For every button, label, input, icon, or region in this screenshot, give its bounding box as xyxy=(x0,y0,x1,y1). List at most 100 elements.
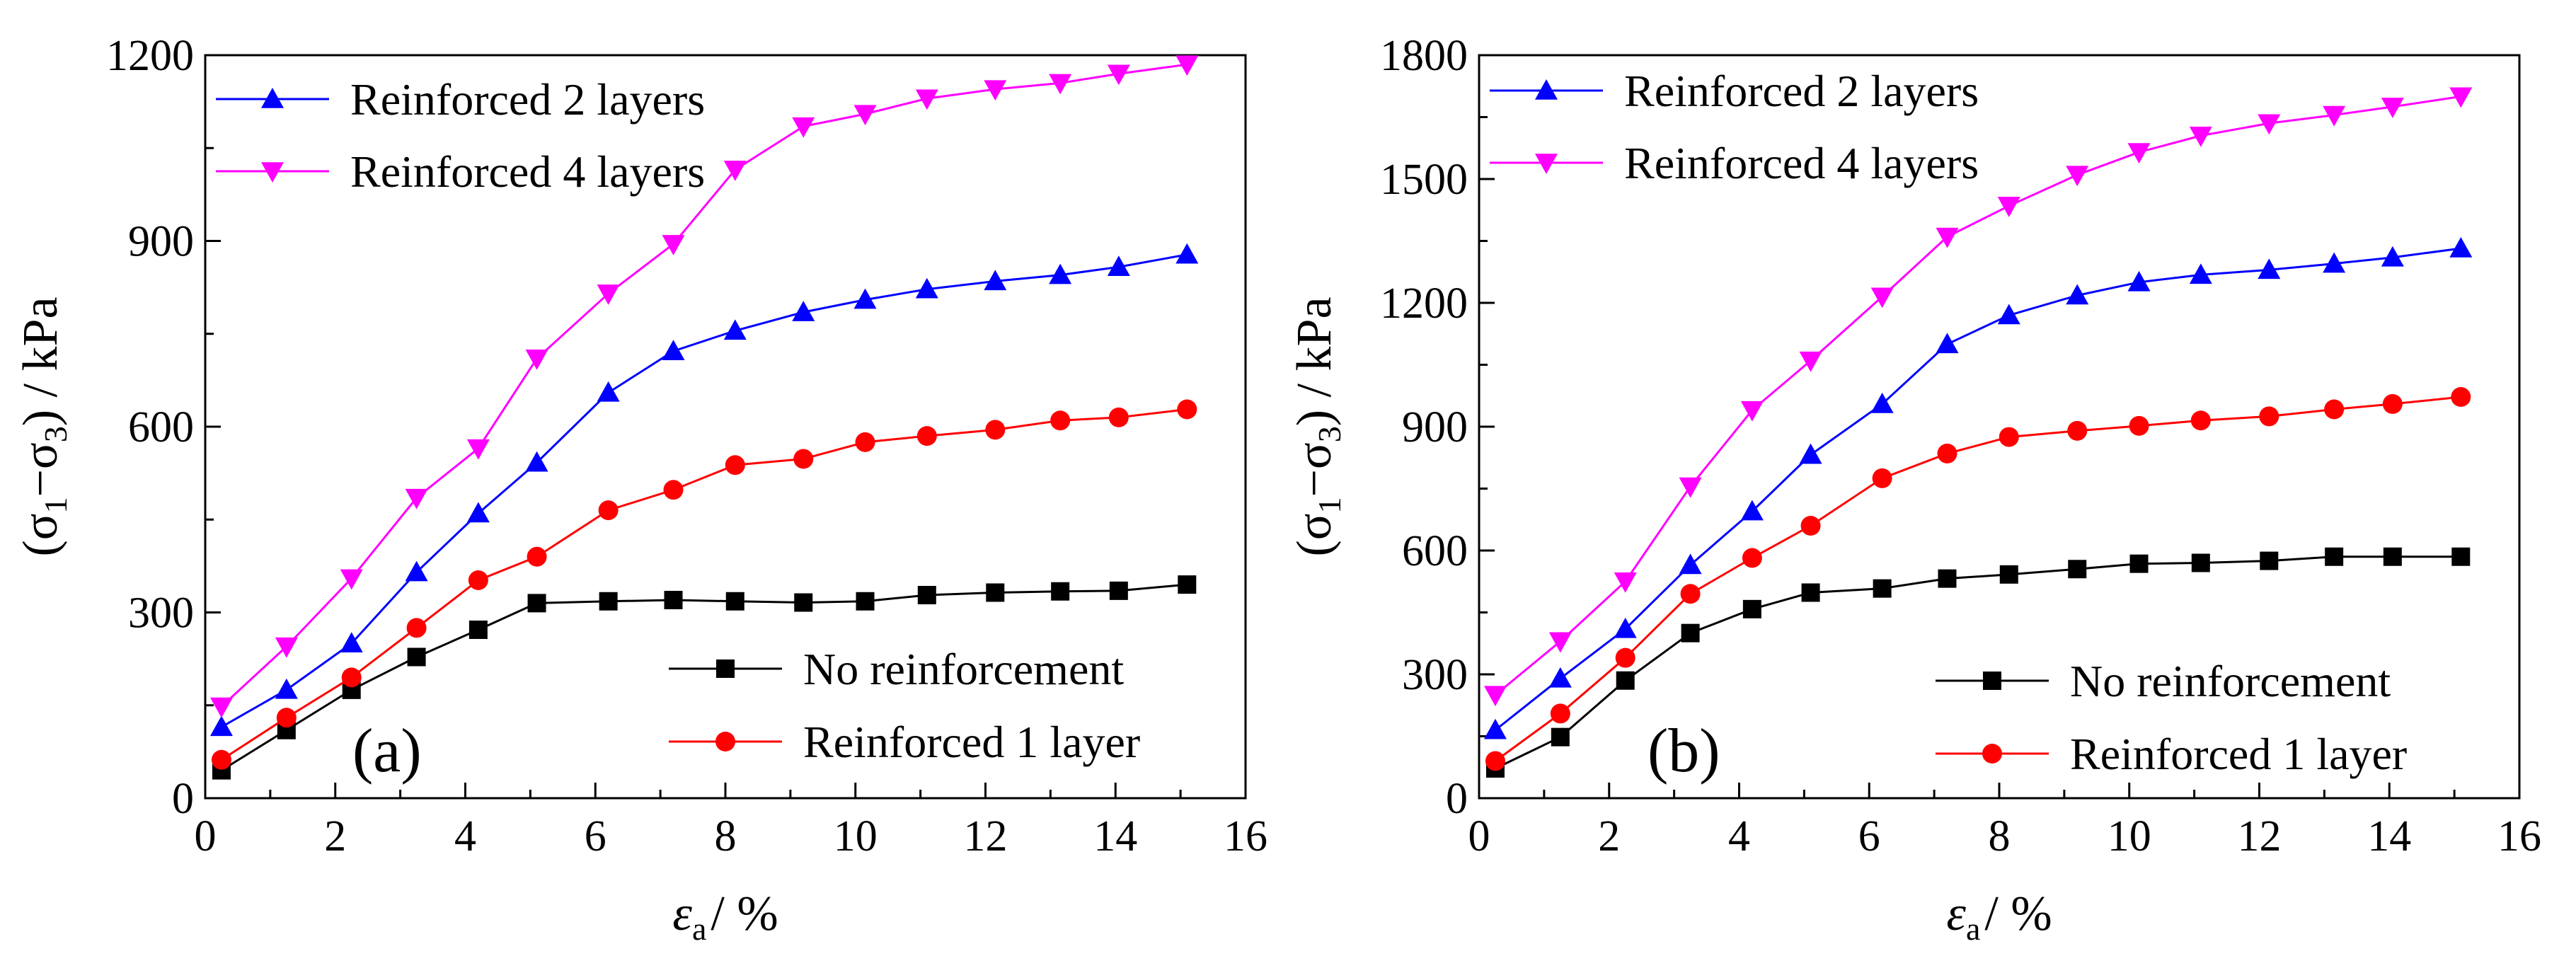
data-point xyxy=(340,632,363,653)
data-point xyxy=(466,502,490,523)
data-point xyxy=(407,647,426,667)
data-point xyxy=(599,592,618,611)
x-tick-label: 14 xyxy=(2367,812,2411,860)
series-reinforced-1-layer xyxy=(1485,387,2471,771)
x-tick-label: 16 xyxy=(2497,812,2541,860)
data-point xyxy=(2451,387,2471,407)
panel-label: (a) xyxy=(352,717,422,785)
legend-label: No reinforcement xyxy=(803,644,1124,694)
data-point xyxy=(2381,98,2404,118)
legend-label: Reinforced 4 layers xyxy=(350,146,705,197)
data-point xyxy=(1997,304,2020,325)
data-point xyxy=(275,637,298,658)
x-tick-label: 0 xyxy=(195,812,217,860)
data-point xyxy=(1107,255,1130,277)
data-point xyxy=(792,117,815,138)
data-point xyxy=(1177,399,1197,420)
data-point xyxy=(1740,500,1764,521)
data-point xyxy=(2258,114,2281,135)
y-tick-label: 300 xyxy=(128,589,194,638)
data-point xyxy=(1999,427,2019,447)
data-point xyxy=(1799,351,1822,372)
series-reinforced-2-layers xyxy=(1483,237,2473,739)
legend-marker xyxy=(1983,672,2001,690)
x-tick-label: 4 xyxy=(1728,812,1750,860)
data-point xyxy=(725,455,745,476)
data-point xyxy=(662,235,685,255)
x-tick-label: 10 xyxy=(2108,812,2151,860)
data-point xyxy=(209,715,233,737)
data-point xyxy=(1175,55,1199,76)
data-point xyxy=(793,449,814,469)
data-point xyxy=(2325,547,2344,566)
legend-label: Reinforced 4 layers xyxy=(1624,138,1979,188)
data-point xyxy=(468,570,488,590)
data-point xyxy=(2451,547,2471,566)
data-point xyxy=(1742,548,1762,568)
y-tick-label: 600 xyxy=(128,403,194,451)
data-point xyxy=(276,708,297,728)
data-point xyxy=(1679,477,1702,498)
data-point xyxy=(2067,420,2088,441)
data-point xyxy=(527,594,546,613)
legend-entry: No reinforcement xyxy=(1936,656,2391,706)
legend-label: Reinforced 2 layers xyxy=(1624,66,1979,116)
data-point xyxy=(2189,263,2212,284)
y-tick-label: 1200 xyxy=(106,32,194,80)
legend-marker xyxy=(715,732,735,751)
data-point xyxy=(2381,246,2404,267)
data-point xyxy=(1548,667,1572,688)
y-tick-label: 1500 xyxy=(1380,156,1468,204)
data-point xyxy=(1049,74,1072,95)
data-point xyxy=(1615,647,1635,668)
data-point xyxy=(723,319,747,340)
data-point xyxy=(598,500,619,521)
legend-label: Reinforced 1 layer xyxy=(803,717,1140,767)
data-point xyxy=(1051,582,1070,601)
data-point xyxy=(1550,703,1570,724)
data-point xyxy=(2259,406,2279,427)
x-axis-title: εa/ % xyxy=(672,887,778,947)
data-point xyxy=(792,301,815,321)
data-point xyxy=(1870,392,1894,413)
data-point xyxy=(2323,105,2346,127)
data-point xyxy=(985,420,1006,440)
data-point xyxy=(664,591,683,609)
data-point xyxy=(341,667,362,688)
y-tick-label: 1800 xyxy=(1380,32,1468,80)
series-reinforced-4-layers xyxy=(1483,87,2473,707)
data-point xyxy=(855,432,875,452)
panel-label: (b) xyxy=(1648,717,1720,785)
data-point xyxy=(1178,575,1197,594)
y-tick-label: 1200 xyxy=(1380,280,1468,328)
series-line xyxy=(221,253,1188,728)
x-tick-label: 6 xyxy=(585,812,606,860)
data-point xyxy=(663,480,684,500)
x-tick-label: 8 xyxy=(715,812,737,860)
data-point xyxy=(1872,468,1892,488)
data-point xyxy=(2127,270,2151,292)
series-line xyxy=(220,63,1188,708)
data-point xyxy=(2189,126,2212,147)
data-point xyxy=(1870,287,1894,309)
series-line xyxy=(1495,555,2461,770)
data-point xyxy=(406,618,427,638)
series-line xyxy=(1495,247,2461,731)
data-point xyxy=(211,749,231,770)
x-tick-label: 0 xyxy=(1468,812,1490,860)
data-point xyxy=(405,488,428,509)
data-point xyxy=(1800,516,1821,536)
legend-label: Reinforced 1 layer xyxy=(2070,729,2407,779)
data-point xyxy=(1614,572,1637,593)
series-reinforced-4-layers xyxy=(209,55,1199,718)
data-point xyxy=(1548,632,1572,653)
x-tick-label: 2 xyxy=(324,812,346,860)
data-point xyxy=(1050,410,1071,431)
y-tick-label: 0 xyxy=(172,775,194,823)
x-tick-label: 6 xyxy=(1858,812,1880,860)
data-point xyxy=(1799,443,1822,464)
data-point xyxy=(1679,553,1702,575)
x-tick-label: 2 xyxy=(1598,812,1620,860)
data-point xyxy=(2129,554,2149,573)
data-point xyxy=(856,592,875,611)
